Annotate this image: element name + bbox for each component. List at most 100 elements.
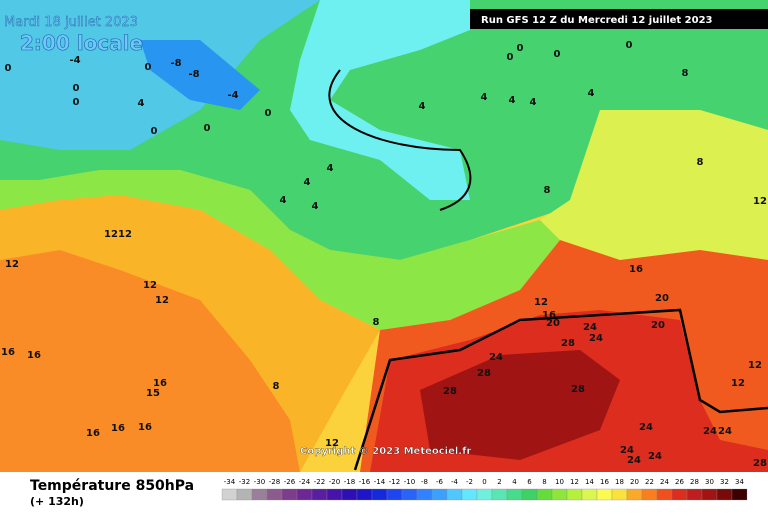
scale-label: 26 — [675, 478, 684, 486]
contour-label: 24 — [648, 451, 662, 462]
scale-cell — [551, 488, 568, 501]
scale-cell — [731, 488, 748, 501]
scale-label: 0 — [482, 478, 486, 486]
contour-label: 24 — [718, 426, 732, 437]
scale-label: -4 — [451, 478, 459, 486]
contour-label: 4 — [327, 163, 334, 174]
contour-label: -4 — [227, 90, 238, 101]
scale-cell — [656, 488, 673, 501]
scale-label: 10 — [555, 478, 564, 486]
scale-cell — [251, 488, 268, 501]
contour-label: 16 — [1, 347, 15, 358]
contour-label: 0 — [265, 108, 272, 119]
copyright: Copyright © 2023 Meteociel.fr — [300, 446, 471, 457]
scale-label: 8 — [542, 478, 546, 486]
contour-label: 4 — [419, 101, 426, 112]
scale-cell — [461, 488, 478, 501]
scale-cell — [611, 488, 628, 501]
contour-label: 4 — [138, 98, 145, 109]
contour-label: 8 — [373, 317, 380, 328]
contour-label: 28 — [561, 338, 575, 349]
contour-label: 0 — [151, 126, 158, 137]
contour-label: 0 — [145, 62, 152, 73]
scale-cell — [221, 488, 238, 501]
contour-label: 12 — [155, 295, 169, 306]
contour-label: 0 — [73, 83, 80, 94]
contour-label: 28 — [477, 368, 491, 379]
contour-label: 4 — [530, 97, 537, 108]
contour-label: -8 — [170, 58, 181, 69]
scale-cell — [491, 488, 508, 501]
scale-label: 16 — [600, 478, 609, 486]
scale-label: -18 — [344, 478, 355, 486]
scale-cell — [566, 488, 583, 501]
contour-label: 0 — [204, 123, 211, 134]
map-zone-cyan-2 — [290, 0, 470, 200]
contour-label: 24 — [627, 455, 641, 466]
contour-label: 4 — [509, 95, 516, 106]
contour-label: 4 — [280, 195, 287, 206]
contour-label: 28 — [753, 458, 767, 469]
scale-cell — [716, 488, 733, 501]
contour-label: 24 — [589, 333, 603, 344]
contour-label: 12 — [5, 259, 19, 270]
contour-label: 0 — [507, 52, 514, 63]
contour-label: 0 — [73, 97, 80, 108]
contour-label: 12 — [325, 438, 339, 449]
scale-cell — [236, 488, 253, 501]
contour-label: 24 — [620, 445, 634, 456]
contour-label: 20 — [651, 320, 665, 331]
contour-label: 20 — [655, 293, 669, 304]
scale-cell — [311, 488, 328, 501]
contour-24 — [353, 308, 768, 471]
contour-label: 0 — [5, 63, 12, 74]
time-label: 2:00 locale — [20, 31, 143, 55]
scale-label: -16 — [359, 478, 371, 486]
scale-label: 34 — [735, 478, 744, 486]
scale-label: 6 — [527, 478, 532, 486]
scale-cell — [536, 488, 553, 501]
scale-label: 12 — [570, 478, 579, 486]
scale-cell — [641, 488, 658, 501]
color-scale: -34 -32 -30 -28 -26 -24 -22 -20 -18 -16 -14 -12 -10-… — [221, 478, 748, 501]
contour-label: 0 — [554, 49, 561, 60]
run-label: Run GFS 12 Z du Mercredi 12 juillet 2023 — [481, 15, 713, 26]
map-zone-maroon — [420, 350, 620, 460]
scale-cell — [341, 488, 358, 501]
scale-cell — [266, 488, 283, 501]
contour-label: 24 — [583, 322, 597, 333]
scale-cell — [356, 488, 373, 501]
scale-label: -10 — [404, 478, 415, 486]
scale-cell — [701, 488, 718, 501]
map-zone-orange-2 — [0, 250, 300, 472]
scale-cell — [686, 488, 703, 501]
contour-label: 16 — [138, 422, 152, 433]
footer-lead: (+ 132h) — [30, 495, 84, 508]
scale-cell — [506, 488, 523, 501]
contour-label: 12 — [534, 297, 548, 308]
scale-label: 2 — [497, 478, 501, 486]
run-box — [470, 9, 768, 29]
scale-cell — [446, 488, 463, 501]
scale-cell — [581, 488, 598, 501]
scale-cell — [476, 488, 493, 501]
contour-label: 0 — [626, 40, 633, 51]
map-zone-yellow-green — [540, 110, 768, 260]
scale-cell — [281, 488, 298, 501]
scale-label: 18 — [615, 478, 624, 486]
scale-cell — [371, 488, 388, 501]
contour-label: 24 — [639, 422, 653, 433]
scale-cell — [416, 488, 433, 501]
scale-label: 22 — [645, 478, 654, 486]
scale-cell — [431, 488, 448, 501]
contour-label: 12 — [731, 378, 745, 389]
scale-cell — [296, 488, 313, 501]
contour-label: 4 — [312, 201, 319, 212]
map-zone-blue — [140, 40, 260, 110]
contour-label: 8 — [544, 185, 551, 196]
contour-label: 16 — [27, 350, 41, 361]
scale-cell — [326, 488, 343, 501]
contour-label: 4 — [304, 177, 311, 188]
contour-label: 12 — [143, 280, 157, 291]
